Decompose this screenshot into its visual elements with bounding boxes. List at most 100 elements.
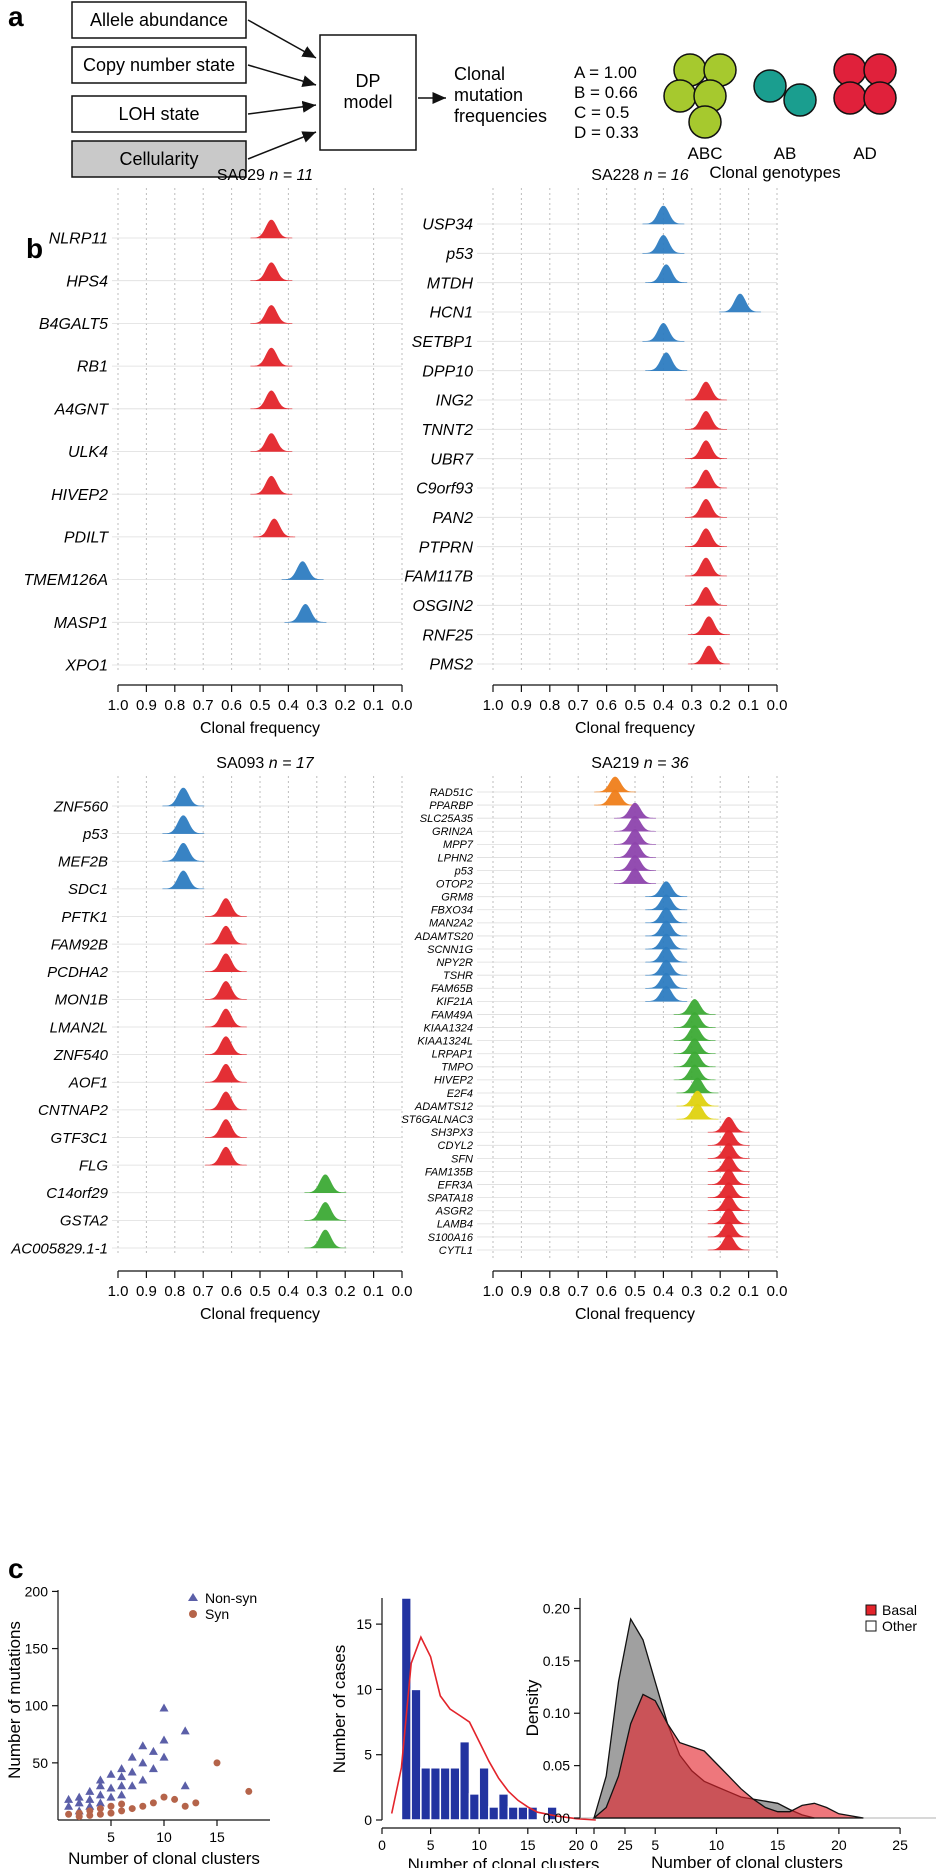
density-peak bbox=[708, 1221, 750, 1238]
density-peak bbox=[645, 933, 688, 950]
scatter-point-nonsyn bbox=[127, 1781, 137, 1790]
density-peak bbox=[250, 390, 293, 410]
scatter-point-nonsyn bbox=[64, 1801, 74, 1810]
model-label-line1: DP bbox=[355, 71, 380, 91]
gene-label: PMS2 bbox=[429, 657, 473, 674]
scatter-point-nonsyn bbox=[95, 1775, 105, 1784]
density-peak bbox=[250, 475, 293, 495]
density-peak bbox=[614, 842, 656, 858]
density-peak bbox=[645, 881, 688, 897]
chart-title-sample: SA029 bbox=[217, 167, 269, 184]
gene-label: FLG bbox=[79, 1157, 109, 1174]
x-tick-label: 0.4 bbox=[653, 697, 674, 714]
x-tick-label: 0.1 bbox=[363, 697, 384, 714]
legend-marker bbox=[189, 1610, 197, 1618]
gene-label: FAM92B bbox=[51, 936, 108, 953]
gene-label: SFN bbox=[451, 1153, 473, 1165]
gene-label: C14orf29 bbox=[46, 1185, 108, 1202]
density-peak bbox=[673, 1025, 716, 1041]
gene-label: MON1B bbox=[55, 992, 108, 1009]
y-axis-label: Number of cases bbox=[330, 1645, 349, 1774]
density-peak bbox=[642, 323, 685, 342]
gene-label: OTOP2 bbox=[436, 878, 473, 890]
scatter-point-syn bbox=[160, 1793, 168, 1801]
x-tick-label: 0.1 bbox=[363, 1283, 384, 1300]
gene-label: ST6GALNAC3 bbox=[401, 1114, 473, 1126]
x-tick-label: 0.4 bbox=[653, 1283, 674, 1300]
x-tick-label: 0.5 bbox=[625, 697, 646, 714]
panel-label-c: c bbox=[8, 1553, 24, 1584]
gene-label: SPATA18 bbox=[427, 1193, 474, 1205]
input-arrows bbox=[247, 19, 446, 160]
gene-label: MAN2A2 bbox=[429, 918, 473, 930]
panel-label-b: b bbox=[26, 233, 43, 264]
scatter-point-nonsyn bbox=[64, 1794, 74, 1803]
scatter-point-nonsyn bbox=[95, 1790, 105, 1799]
gene-label: ADAMTS20 bbox=[414, 931, 474, 943]
x-tick-label: 20 bbox=[831, 1837, 847, 1853]
x-tick-label: 0.9 bbox=[136, 697, 157, 714]
gene-label: HCN1 bbox=[429, 305, 473, 322]
input-label: LOH state bbox=[118, 104, 199, 124]
scatter-point-nonsyn bbox=[85, 1786, 95, 1795]
histogram-bar bbox=[459, 1740, 471, 1821]
gene-label: S100A16 bbox=[428, 1232, 474, 1244]
legend-value: B = 0.66 bbox=[574, 83, 638, 102]
scatter-point-nonsyn bbox=[159, 1703, 169, 1712]
density-peak bbox=[204, 1008, 247, 1028]
gene-label: TNNT2 bbox=[421, 422, 473, 439]
density-peak bbox=[614, 802, 656, 819]
gene-label: MEF2B bbox=[58, 854, 108, 871]
histogram-bar bbox=[410, 1688, 422, 1821]
legend-value: C = 0.5 bbox=[574, 103, 629, 122]
y-tick-label: 15 bbox=[356, 1616, 372, 1632]
genotype-title: Clonal genotypes bbox=[709, 163, 840, 182]
chart-title-n: n = 16 bbox=[644, 167, 689, 184]
density-peak bbox=[676, 1077, 719, 1094]
y-tick-label: 200 bbox=[25, 1583, 49, 1599]
x-tick-label: 0.0 bbox=[392, 1283, 413, 1300]
density-peak bbox=[204, 1146, 247, 1166]
clone-circle bbox=[863, 53, 897, 87]
density-peak bbox=[707, 1182, 750, 1198]
gene-label: MPP7 bbox=[443, 839, 474, 851]
density-peak bbox=[162, 815, 205, 834]
x-tick-label: 0.5 bbox=[250, 697, 271, 714]
density-peak bbox=[685, 528, 727, 547]
gene-label: CNTNAP2 bbox=[38, 1102, 109, 1119]
gene-label: HIVEP2 bbox=[51, 487, 108, 504]
histogram-bar bbox=[527, 1806, 539, 1821]
density-chart: 0.00 0.05 0.10 0.15 0.20 0 5 10 15 20 25 Number of … bbox=[523, 1598, 936, 1868]
x-tick-label: 0.0 bbox=[767, 1283, 788, 1300]
x-tick-label: 15 bbox=[520, 1837, 536, 1853]
gene-label: p53 bbox=[454, 865, 474, 877]
density-peak bbox=[687, 645, 730, 665]
x-tick-label: 15 bbox=[209, 1829, 225, 1845]
chart-title: SA228 n = 16 bbox=[591, 167, 689, 184]
scatter-point-nonsyn bbox=[180, 1781, 190, 1790]
gene-label: ZNF560 bbox=[53, 798, 109, 815]
scatter-point-nonsyn bbox=[117, 1781, 127, 1790]
histogram-bar bbox=[497, 1793, 510, 1821]
density-peak bbox=[250, 262, 293, 281]
histogram-bar bbox=[488, 1806, 500, 1821]
chart-title-sample: SA093 bbox=[216, 755, 268, 772]
gene-label: GTF3C1 bbox=[50, 1130, 108, 1147]
scatter-point-syn bbox=[118, 1800, 126, 1808]
x-tick-label: 0.9 bbox=[136, 1283, 157, 1300]
density-peak bbox=[707, 1234, 750, 1251]
scatter-point-syn bbox=[149, 1799, 157, 1807]
gene-label: RNF25 bbox=[422, 627, 473, 644]
clone-circle bbox=[663, 79, 697, 113]
x-tick-label: 0.1 bbox=[738, 697, 759, 714]
gene-label: FBXO34 bbox=[431, 905, 473, 917]
legend-swatch bbox=[865, 1620, 877, 1632]
density-peak bbox=[281, 561, 324, 580]
density-peak bbox=[642, 205, 685, 225]
density-peak bbox=[676, 1090, 719, 1107]
clone-circle bbox=[833, 81, 867, 115]
scatter-point-syn bbox=[107, 1802, 115, 1810]
input-label: Allele abundance bbox=[90, 10, 228, 30]
gene-label: OSGIN2 bbox=[413, 598, 474, 615]
gene-label: TMPO bbox=[441, 1062, 473, 1074]
